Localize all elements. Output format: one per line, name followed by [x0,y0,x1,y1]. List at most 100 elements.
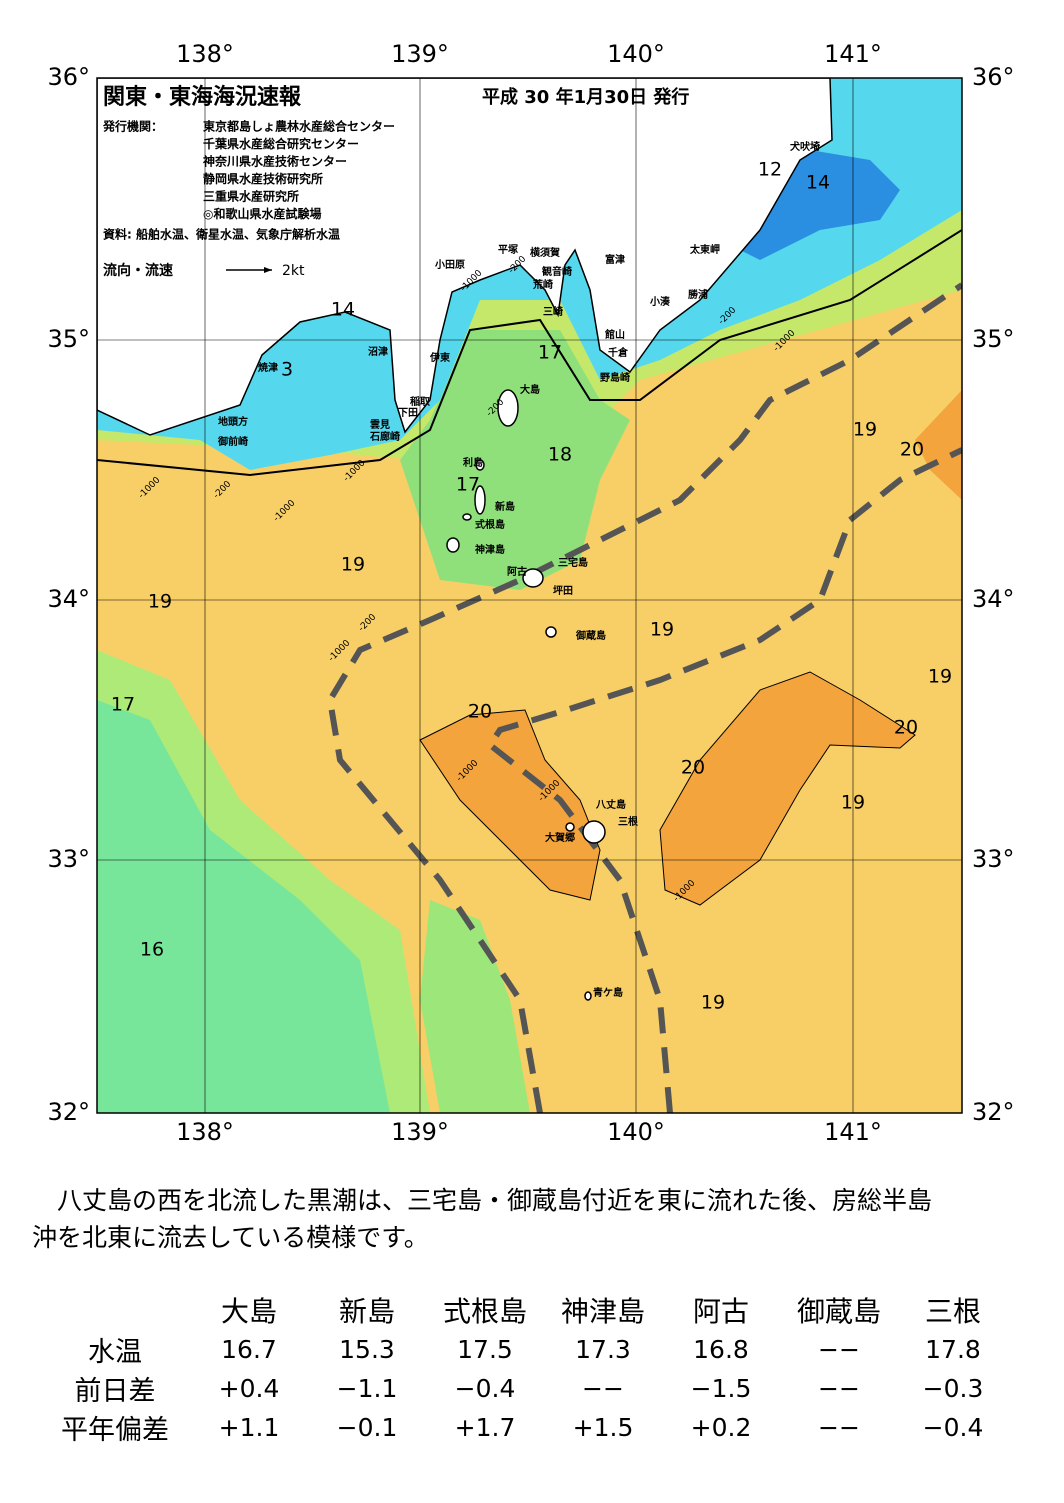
temperature-label: 18 [548,444,572,466]
cell: 16.8 [693,1335,749,1364]
latitude-label: 36° [972,63,1015,91]
latitude-label: 33° [972,845,1015,873]
latitude-label: 33° [47,845,90,873]
column-header: 新島 [338,1295,395,1328]
temperature-label: 19 [148,591,172,613]
cell: 16.7 [221,1335,277,1364]
temperature-label: 14 [331,299,355,321]
longitude-label: 139° [391,1118,449,1146]
place-name: 平塚 [498,243,518,256]
source: 資料: 船舶水温、衛星水温、気象庁解析水温 [103,227,340,242]
row-label: 平年偏差 [61,1415,169,1446]
temperature-label: 17 [538,342,562,364]
place-name: 三宅島 [558,556,588,569]
cell: −− [582,1374,624,1403]
temperature-label: 16 [140,939,164,961]
place-name: 稲取 [410,395,431,408]
legend-speed: 2kt [282,263,305,279]
place-name: 下田 [398,407,418,419]
cell: −1.1 [336,1374,398,1403]
latitude-label: 35° [47,325,90,353]
table-row: 平年偏差 +1.1 −0.1 +1.7 +1.5 +0.2 −− −0.4 [40,1408,1008,1447]
temperature-label: 17 [111,694,135,716]
map-title: 関東・東海海況速報 [103,84,302,110]
place-name: 焼津 [258,361,278,374]
place-name: 犬吠埼 [790,140,820,153]
islands [446,389,606,1001]
cell: +0.4 [218,1374,280,1403]
latitude-label: 35° [972,325,1015,353]
place-name: 地頭方 [218,415,248,428]
place-name: 石廊崎 [369,430,400,443]
table-row: 水温 16.7 15.3 17.5 17.3 16.8 −− 17.8 [40,1330,1008,1369]
temperature-label: 14 [806,172,830,194]
temperature-label: 19 [341,554,365,576]
header: 関東・東海海況速報 平成 30 年1月30日 発行 発行機関： 資料: 船舶水温… [102,84,689,279]
place-name: 沼津 [368,345,388,358]
place-name: 坪田 [553,584,573,597]
temperature-label: 17 [456,474,480,496]
column-header: 大島 [220,1295,277,1328]
temperature-label: 19 [853,419,877,441]
place-name: 雲見 [370,419,390,431]
place-name: 千倉 [608,346,629,359]
table-row: 前日差 +0.4 −1.1 −0.4 −− −1.5 −− −0.3 [40,1369,1008,1408]
issuer-label: 発行機関： [102,119,163,134]
place-name: 富津 [605,253,625,266]
issuer: 三重県水産研究所 [203,189,299,204]
issue-date: 平成 30 年1月30日 発行 [482,86,689,108]
issuer: 東京都島しょ農林水産総合センター [203,119,395,134]
column-header: 三根 [924,1295,981,1328]
cell: −1.5 [690,1374,752,1403]
place-name: 新島 [495,500,515,513]
place-name: 小湊 [649,295,671,308]
column-header: 式根島 [442,1295,527,1328]
sea [97,78,962,1113]
longitude-label: 140° [607,1118,665,1146]
cell: +1.7 [454,1413,516,1442]
temperature-label: 20 [900,439,924,461]
cell: +1.1 [218,1413,280,1442]
place-name: 神津島 [475,543,505,556]
temperature-label: 19 [650,619,674,641]
description-line: 八丈島の西を北流した黒潮は、三宅島・御蔵島付近を東に流れた後、房総半島 [32,1186,933,1215]
latitude-label: 34° [972,585,1015,613]
column-header: 阿古 [692,1295,749,1328]
place-name: 利島 [463,456,483,469]
legend-arrowhead [264,267,272,273]
longitude-label: 138° [176,1118,234,1146]
cell: −0.4 [454,1374,516,1403]
issuer: 千葉県水産総合研究センター [203,136,359,151]
place-name: 館山 [604,328,625,341]
latitude-label: 36° [47,63,90,91]
legend-label: 流向・流速 [103,262,173,279]
row-label: 前日差 [74,1376,156,1407]
row-label: 水温 [88,1337,142,1368]
latitude-label: 32° [972,1098,1015,1126]
place-name: 三根 [618,815,638,828]
temperature-label: 19 [928,666,952,688]
cell: −0.3 [922,1374,984,1403]
place-name: 御蔵島 [575,629,606,642]
place-name: 三崎 [543,305,563,318]
description: 八丈島の西を北流した黒潮は、三宅島・御蔵島付近を東に流れた後、房総半島 沖を北東… [32,1182,932,1256]
place-name: 横須賀 [530,246,560,259]
place-name: 八丈島 [595,798,626,811]
cell: +0.2 [690,1413,752,1442]
place-name: 大島 [520,383,540,396]
issuer: 神奈川県水産技術センター [203,154,347,169]
longitude-label: 140° [607,40,665,68]
cell: +1.5 [572,1413,634,1442]
cell: −− [818,1413,860,1442]
column-header: 神津島 [560,1295,645,1328]
description-line: 沖を北東に流去している模様です。 [32,1223,429,1252]
place-name: 荒崎 [532,278,553,291]
temperature-label: 12 [758,159,782,181]
temperature-label: 20 [681,757,705,779]
longitude-label: 141° [824,1118,882,1146]
place-name: 勝浦 [688,288,708,301]
place-name: 小田原 [434,258,465,271]
issuer: ◎和歌山県水産試験場 [203,206,321,221]
map-frame [96,77,963,1114]
